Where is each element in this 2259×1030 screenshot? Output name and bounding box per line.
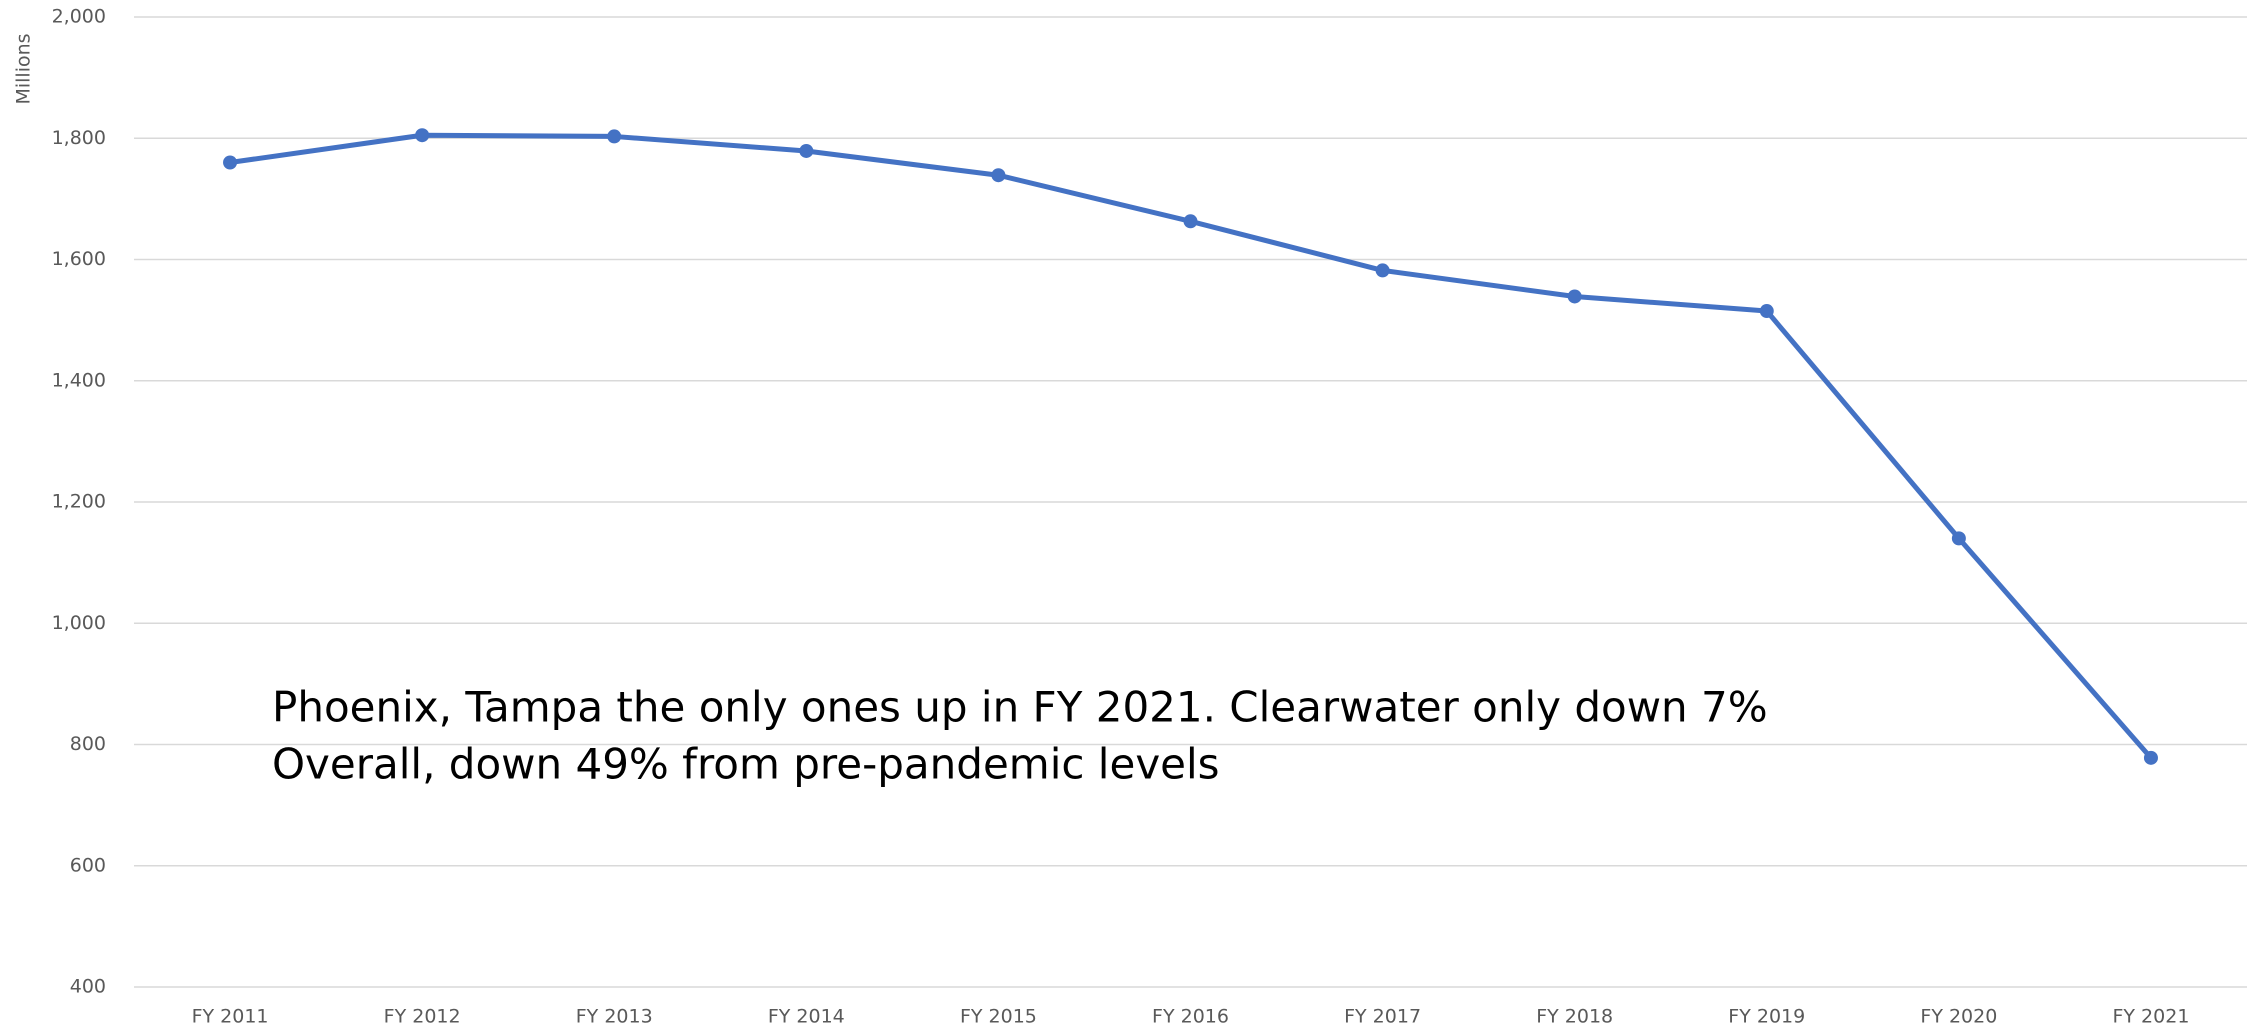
point bbox=[607, 129, 622, 144]
x-tick-label: FY 2021 bbox=[2112, 1006, 2189, 1028]
point bbox=[1759, 304, 1774, 319]
point bbox=[1951, 531, 1966, 546]
y-tick-label: 1,600 bbox=[52, 248, 106, 270]
point bbox=[223, 155, 238, 170]
y-tick-label: 1,200 bbox=[52, 491, 106, 513]
point bbox=[1567, 289, 1582, 304]
point bbox=[1375, 263, 1390, 278]
y-tick-label: 1,000 bbox=[52, 612, 106, 634]
y-tick-label: 400 bbox=[70, 976, 106, 998]
y-axis-label: Millions bbox=[13, 33, 35, 104]
x-tick-label: FY 2011 bbox=[192, 1006, 269, 1028]
point bbox=[799, 143, 814, 158]
y-tick-label: 1,800 bbox=[52, 127, 106, 149]
annotation: Overall, down 49% from pre-pandemic leve… bbox=[272, 740, 1220, 789]
x-tick-label: FY 2017 bbox=[1344, 1006, 1421, 1028]
annotation: Phoenix, Tampa the only ones up in FY 20… bbox=[272, 683, 1768, 732]
x-tick-label: FY 2014 bbox=[768, 1006, 845, 1028]
point bbox=[1183, 214, 1198, 229]
x-tick-label: FY 2013 bbox=[576, 1006, 653, 1028]
y-tick-label: 800 bbox=[70, 733, 106, 755]
line bbox=[229, 132, 2153, 760]
x-tick-label: FY 2019 bbox=[1728, 1006, 1805, 1028]
x-tick-label: FY 2015 bbox=[960, 1006, 1037, 1028]
point bbox=[991, 168, 1006, 183]
x-tick-label: FY 2018 bbox=[1536, 1006, 1613, 1028]
y-tick-label: 2,000 bbox=[52, 6, 106, 28]
x-tick-label: FY 2012 bbox=[384, 1006, 461, 1028]
y-tick-label: 600 bbox=[70, 854, 106, 876]
y-tick-label: 1,400 bbox=[52, 369, 106, 391]
point bbox=[415, 128, 430, 143]
point bbox=[2143, 750, 2158, 765]
x-tick-label: FY 2020 bbox=[1920, 1006, 1997, 1028]
x-tick-label: FY 2016 bbox=[1152, 1006, 1229, 1028]
